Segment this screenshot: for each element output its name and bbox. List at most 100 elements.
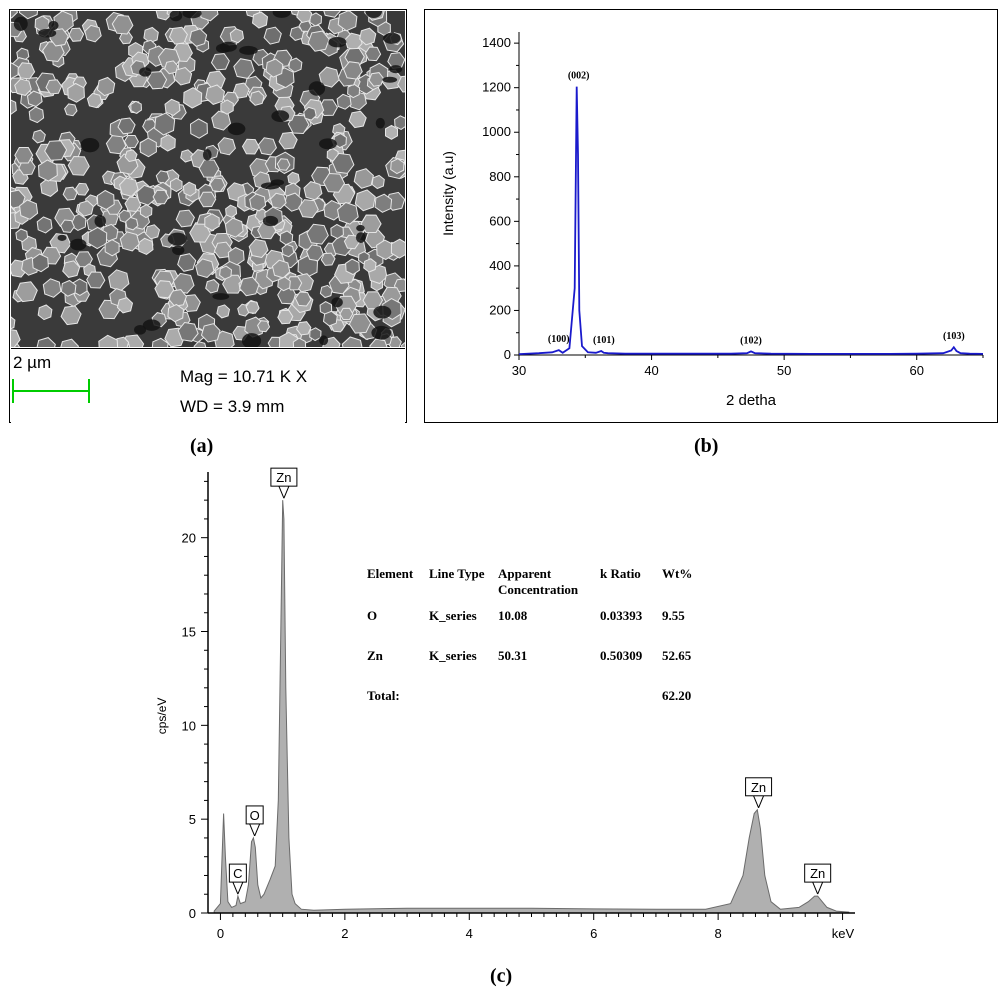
sem-grain — [105, 135, 127, 155]
sem-texture — [11, 11, 405, 347]
sem-grain — [227, 246, 245, 266]
sem-grain — [60, 219, 75, 233]
sem-void — [383, 32, 401, 44]
sem-grain — [276, 158, 291, 171]
sem-void — [382, 76, 398, 83]
sem-grain — [364, 46, 382, 62]
sem-grain — [251, 11, 269, 29]
sem-grain — [362, 291, 384, 310]
sem-grain — [219, 265, 233, 280]
x-tick-label: 6 — [590, 926, 597, 941]
sem-grain — [146, 71, 168, 90]
sem-grain — [348, 110, 367, 129]
sem-grain — [279, 230, 294, 246]
eds-spectrum-area — [213, 500, 850, 914]
sem-grain — [232, 82, 250, 99]
sem-grain — [116, 297, 134, 314]
sem-grain — [281, 243, 295, 258]
y-tick-label: 10 — [182, 718, 196, 733]
peak-marker-right — [237, 881, 244, 895]
x-tick-label: 2 — [341, 926, 348, 941]
sem-grain — [323, 11, 341, 18]
sem-void — [355, 232, 366, 243]
sem-grain — [189, 118, 208, 139]
sem-grain — [336, 201, 359, 225]
x-tick-label: 4 — [466, 926, 473, 941]
sem-grain — [15, 228, 29, 243]
sem-void — [94, 215, 106, 228]
header-apparent: Apparent Concentration — [498, 566, 600, 598]
sem-grain — [233, 58, 255, 79]
sem-grain — [151, 337, 169, 347]
sem-grain — [26, 90, 43, 108]
cell-line-type: K_series — [429, 608, 477, 623]
sem-micrograph — [11, 11, 405, 347]
sem-grain — [224, 217, 244, 238]
sem-grain — [205, 84, 226, 105]
sem-grain — [303, 181, 323, 201]
sem-grain — [117, 117, 136, 135]
scale-bar — [12, 379, 90, 403]
header-apparent-l2: Concentration — [498, 582, 579, 597]
sem-void — [373, 305, 392, 319]
sem-grain — [195, 258, 215, 279]
y-tick-label: 1400 — [482, 35, 511, 50]
sem-grain — [124, 149, 138, 163]
sem-grain — [354, 189, 376, 212]
cell-apparent: 50.31 — [498, 648, 528, 663]
xrd-pattern-line — [518, 86, 984, 355]
sem-grain — [257, 320, 271, 333]
y-tick-label: 400 — [489, 258, 511, 273]
sem-grain — [32, 129, 46, 144]
sem-grain — [104, 239, 120, 257]
sem-grain — [284, 192, 303, 212]
sem-grain — [387, 52, 405, 69]
x-axis-label: keV — [832, 926, 855, 941]
sem-grain — [337, 11, 358, 32]
sem-grain — [64, 103, 78, 117]
x-tick-label: 0 — [217, 926, 224, 941]
x-tick-label: 50 — [777, 363, 791, 378]
sem-grain — [177, 321, 199, 342]
peak-label-text: Zn — [751, 780, 766, 795]
sem-grain — [249, 193, 267, 212]
magnification-text: Mag = 10.71 K X — [180, 367, 308, 386]
y-tick-label: 800 — [489, 169, 511, 184]
sem-grain — [394, 115, 405, 130]
cell-total-value: 62.20 — [662, 688, 692, 703]
sem-grain — [125, 216, 139, 231]
sem-grain — [400, 341, 405, 347]
x-tick-label: 30 — [512, 363, 526, 378]
cell-wt: 52.65 — [662, 648, 692, 663]
y-tick-label: 600 — [489, 213, 511, 228]
sem-grain — [222, 274, 244, 294]
sem-grain — [96, 76, 116, 97]
peak-label-text: Zn — [276, 470, 291, 485]
peak-label-text: Zn — [810, 866, 825, 881]
peak-label: Zn — [804, 863, 832, 895]
sem-grain — [241, 138, 260, 155]
sem-grain — [205, 279, 220, 294]
sem-grain — [385, 124, 398, 140]
sem-grain — [200, 323, 221, 343]
sem-grain — [75, 182, 90, 196]
peak-label-box — [245, 805, 264, 825]
x-axis-label: 2 detha — [726, 392, 777, 409]
sem-grain — [292, 337, 307, 347]
peak-label: (002) — [568, 71, 590, 82]
sem-grain — [307, 30, 330, 52]
sem-grain — [154, 112, 176, 136]
y-tick-label: 15 — [182, 625, 196, 640]
peak-marker-left — [278, 485, 285, 499]
sem-grain — [359, 27, 377, 46]
y-axis-label: Intensity (a.u) — [440, 151, 456, 236]
sem-grain — [86, 271, 106, 289]
sem-grain — [320, 252, 336, 266]
sem-grain — [345, 258, 360, 276]
sem-grain — [213, 330, 235, 347]
sem-grain — [213, 241, 232, 259]
sem-void — [57, 234, 67, 241]
sem-void — [371, 325, 392, 340]
sem-void — [239, 45, 258, 55]
cell-element: O — [367, 608, 378, 623]
